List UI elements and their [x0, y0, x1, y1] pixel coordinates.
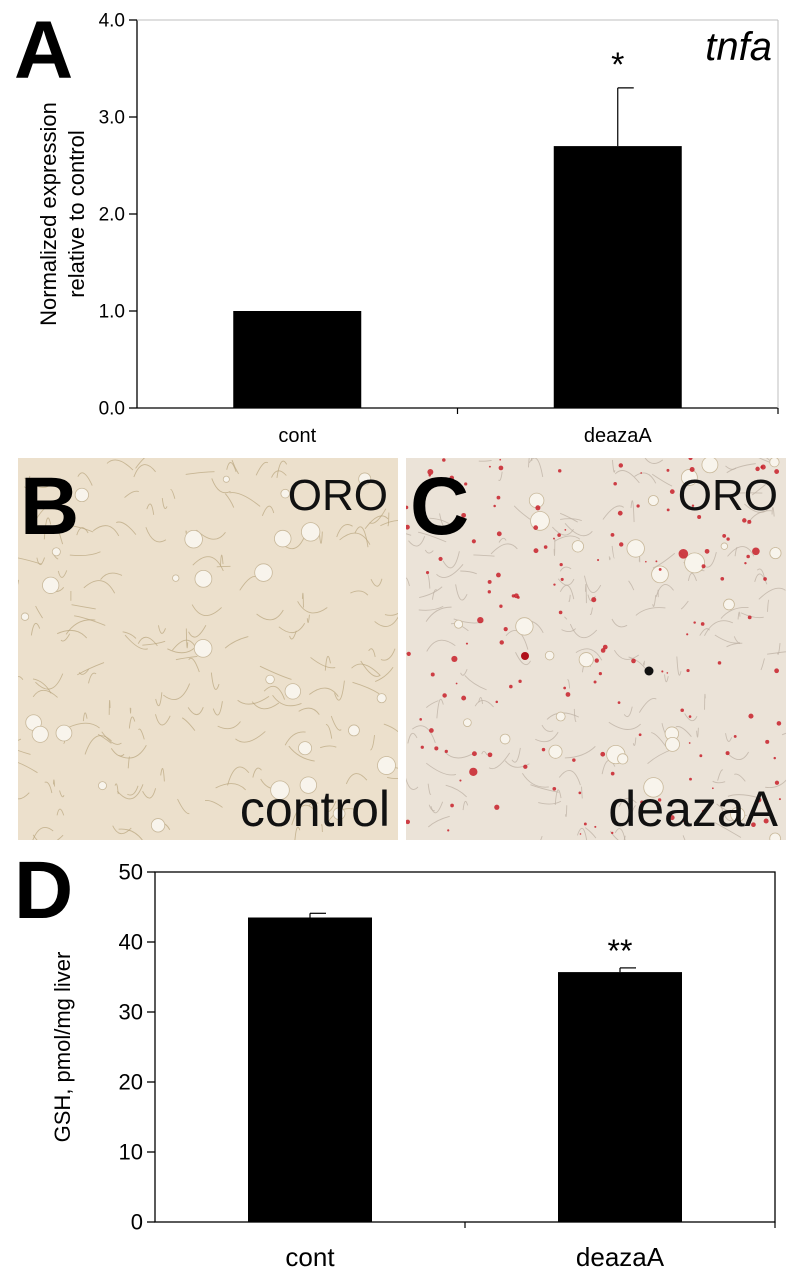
panel-letter-d: D	[14, 845, 74, 936]
micrograph-deazaa-image	[406, 458, 786, 840]
y-tick-label: 40	[119, 930, 143, 955]
chart-a-tnfa-expression: 0.0 1.0 2.0 3.0 4.0 cont * deazaA Normalized exp…	[36, 11, 779, 447]
y-tick-label: 50	[119, 860, 143, 885]
chart-d-gsh: 0 10 20 30 40 50 cont ** deazaA GSH, pmol/mg live…	[50, 860, 776, 1272]
significance-mark: *	[611, 46, 624, 84]
category-label: deazaA	[576, 1242, 665, 1272]
y-tick-label: 4.0	[99, 11, 125, 32]
micrograph-control-image	[18, 458, 398, 840]
bar-cont	[248, 917, 372, 1222]
panel-letter-b: B	[20, 461, 80, 552]
panel-letter-a: A	[14, 5, 74, 96]
condition-label-c: deazaA	[608, 781, 778, 837]
y-tick-label: 1.0	[99, 302, 125, 323]
bar-deazaa	[553, 146, 682, 408]
bar-cont	[233, 311, 362, 408]
category-label: cont	[278, 425, 316, 447]
y-axis-label: GSH, pmol/mg liver	[50, 952, 75, 1143]
y-tick-label: 10	[119, 1140, 143, 1165]
condition-label-b: control	[239, 781, 390, 837]
micrograph-deazaa: ORO deazaA	[406, 458, 786, 840]
category-label: deazaA	[584, 425, 652, 447]
y-axis-label: relative to control	[64, 130, 89, 298]
y-tick-label: 0.0	[99, 399, 125, 420]
y-tick-label: 20	[119, 1070, 143, 1095]
gene-label: tnfa	[705, 25, 772, 69]
panel-letter-c: C	[410, 461, 470, 552]
y-tick-label: 2.0	[99, 205, 125, 226]
y-tick-label: 0	[131, 1210, 143, 1235]
significance-mark: **	[608, 933, 633, 969]
y-tick-label: 30	[119, 1000, 143, 1025]
y-tick-label: 3.0	[99, 108, 125, 129]
stain-label-c: ORO	[677, 471, 778, 520]
bar-deazaa	[558, 972, 682, 1222]
micrograph-control: ORO control	[18, 458, 398, 840]
stain-label-b: ORO	[287, 471, 388, 520]
category-label: cont	[285, 1242, 335, 1272]
y-axis-label: Normalized expression	[36, 102, 61, 326]
